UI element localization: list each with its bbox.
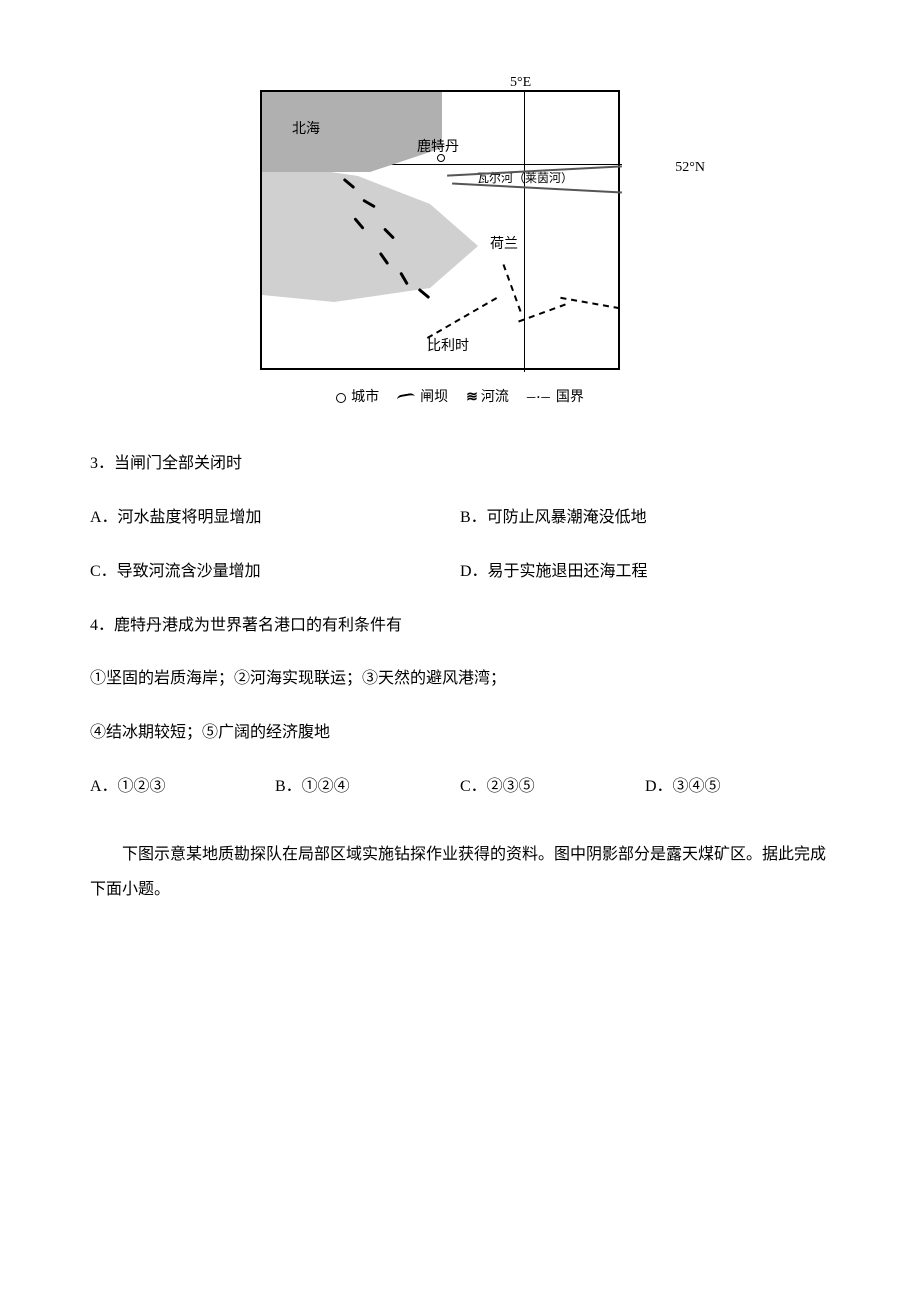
sea-label: 北海 (292, 117, 320, 142)
map-legend: 城市 闸坝 ≋ 河流 ─·─ 国界 (260, 385, 660, 410)
border-line (518, 304, 566, 323)
country1-label: 荷兰 (490, 232, 518, 257)
border-line (503, 264, 522, 312)
context-paragraph: 下图示意某地质勘探队在局部区域实施钻探作业获得的资料。图中阴影部分是露天煤矿区。… (90, 837, 830, 907)
dam-icon (397, 392, 416, 403)
q4-option-b: B．①②④ (275, 773, 460, 802)
q3-option-b: B．可防止风暴潮淹没低地 (460, 504, 830, 533)
q4-option-c: C．②③⑤ (460, 773, 645, 802)
map-figure: 5°E 北海 鹿特丹 瓦尔河（莱茵河） 荷兰 比利时 (90, 90, 830, 410)
legend-city: 城市 (336, 385, 379, 410)
q4-text: 鹿特丹港成为世界著名港口的有利条件有 (114, 617, 402, 634)
question-3: 3．当闸门全部关闭时 A．河水盐度将明显增加 B．可防止风暴潮淹没低地 C．导致… (90, 450, 830, 586)
city-icon (336, 393, 346, 403)
legend-border: ─·─ 国界 (527, 385, 584, 410)
border-icon: ─·─ (527, 387, 551, 409)
q4-statement-2: ④结冰期较短；⑤广阔的经济腹地 (90, 719, 830, 748)
q3-number: 3． (90, 455, 114, 472)
legend-city-label: 城市 (351, 385, 379, 410)
latitude-label: 52°N (675, 155, 705, 180)
q3-options-row2: C．导致河流含沙量增加 D．易于实施退田还海工程 (90, 558, 830, 587)
border-line (427, 297, 497, 339)
map-box: 5°E 北海 鹿特丹 瓦尔河（莱茵河） 荷兰 比利时 (260, 90, 660, 410)
map-image: 北海 鹿特丹 瓦尔河（莱茵河） 荷兰 比利时 (260, 90, 620, 370)
q4-option-d: D．③④⑤ (645, 773, 830, 802)
legend-river-label: 河流 (481, 385, 509, 410)
q3-text: 当闸门全部关闭时 (114, 455, 242, 472)
dam-mark (418, 288, 431, 299)
q4-option-a: A．①②③ (90, 773, 275, 802)
q3-option-c: C．导致河流含沙量增加 (90, 558, 460, 587)
question-4: 4．鹿特丹港成为世界著名港口的有利条件有 ①坚固的岩质海岸；②河海实现联运；③天… (90, 612, 830, 802)
q4-number: 4． (90, 617, 114, 634)
border-line (560, 297, 619, 309)
q3-option-a: A．河水盐度将明显增加 (90, 504, 460, 533)
legend-dam-label: 闸坝 (420, 385, 448, 410)
q3-stem: 3．当闸门全部关闭时 (90, 450, 830, 479)
q4-statement-1: ①坚固的岩质海岸；②河海实现联运；③天然的避风港湾； (90, 665, 830, 694)
q4-options-row: A．①②③ B．①②④ C．②③⑤ D．③④⑤ (90, 773, 830, 802)
q3-options-row1: A．河水盐度将明显增加 B．可防止风暴潮淹没低地 (90, 504, 830, 533)
city-label: 鹿特丹 (417, 135, 459, 160)
longitude-line (524, 92, 525, 372)
legend-river: ≋ 河流 (466, 385, 509, 410)
q3-option-d: D．易于实施退田还海工程 (460, 558, 830, 587)
legend-dam: 闸坝 (397, 385, 448, 410)
q4-stem: 4．鹿特丹港成为世界著名港口的有利条件有 (90, 612, 830, 641)
country2-label: 比利时 (427, 334, 469, 359)
legend-border-label: 国界 (556, 385, 584, 410)
sea-area (262, 92, 442, 172)
river-icon: ≋ (466, 385, 476, 410)
